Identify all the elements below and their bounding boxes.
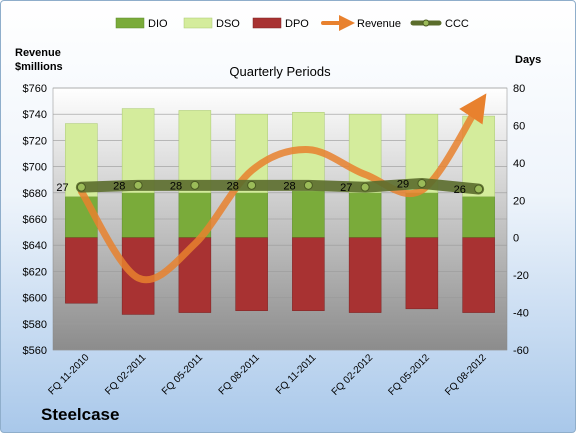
- x-axis-category-label: FQ 11-2011: [274, 352, 319, 397]
- right-axis-tick-label: -60: [513, 345, 529, 357]
- bar-dio: [462, 196, 495, 238]
- bar-dpo: [235, 237, 268, 311]
- x-axis-category-label: FQ 02-2011: [103, 352, 148, 397]
- ccc-point: [303, 180, 313, 190]
- bar-dio: [405, 192, 439, 238]
- right-axis-tick-label: -40: [513, 308, 529, 320]
- legend-label-dio: DIO: [148, 18, 168, 30]
- ccc-point: [76, 182, 86, 192]
- legend-label-dso: DSO: [216, 18, 240, 30]
- x-axis-category-label: FQ 05-2012: [386, 352, 432, 398]
- bar-dso: [178, 110, 212, 194]
- left-axis-label-line2: $millions: [15, 61, 63, 73]
- bar-dpo: [405, 237, 439, 310]
- bar-dio: [235, 192, 268, 238]
- bar-dio: [348, 192, 382, 238]
- ccc-point: [474, 184, 484, 194]
- company-name: Steelcase: [41, 405, 120, 424]
- legend-swatch-dpo: [252, 17, 282, 29]
- ccc-data-label: 26: [454, 184, 466, 196]
- legend-label-revenue: Revenue: [357, 18, 401, 30]
- ccc-point: [133, 180, 143, 190]
- x-axis-category-label: FQ 11-2010: [47, 352, 92, 397]
- ccc-data-label: 28: [170, 180, 182, 192]
- left-axis-tick-label: $660: [23, 214, 47, 226]
- bar-dio: [292, 190, 325, 238]
- revenue-line: [77, 93, 487, 284]
- x-axis-category-label: FQ 05-2011: [160, 352, 205, 397]
- x-axis-category-label: FQ 08-2012: [443, 352, 489, 398]
- legend-swatch-dio: [115, 17, 145, 29]
- legend: DIO DSO DPO Revenue CCC: [115, 15, 469, 31]
- chart-title: Quarterly Periods: [229, 64, 331, 79]
- ccc-data-label: 28: [283, 180, 295, 192]
- bar-dpo: [462, 237, 495, 313]
- legend-label-ccc: CCC: [445, 18, 469, 30]
- ccc-point: [190, 180, 200, 190]
- right-axis-tick-label: 60: [513, 120, 525, 132]
- ccc-point: [417, 178, 427, 188]
- ccc-data-label: 27: [340, 182, 352, 194]
- right-axis-tick-label: 20: [513, 195, 525, 207]
- right-axis-label: Days: [515, 54, 541, 66]
- ccc-data-label: 27: [56, 182, 68, 194]
- right-axis-tick-label: -20: [513, 270, 529, 282]
- bar-dpo: [348, 237, 382, 313]
- right-axis-tick-label: 0: [513, 233, 519, 245]
- left-axis-tick-label: $640: [23, 240, 47, 252]
- left-axis-tick-label: $620: [23, 266, 47, 278]
- right-axis-tick-label: 40: [513, 158, 525, 170]
- right-axis-tick-label: 80: [513, 83, 525, 95]
- left-axis-tick-label: $560: [23, 345, 47, 357]
- legend-marker-ccc: [422, 19, 430, 27]
- bar-dpo: [178, 237, 212, 313]
- ccc-line: [75, 177, 485, 195]
- ccc-point: [247, 180, 257, 190]
- left-axis-tick-label: $600: [23, 293, 47, 305]
- left-axis-tick-label: $760: [23, 83, 47, 95]
- x-axis-category-label: FQ 08-2011: [217, 352, 262, 397]
- ccc-data-label: 28: [227, 180, 239, 192]
- left-axis-tick-label: $680: [23, 188, 47, 200]
- legend-swatch-dso: [183, 17, 213, 29]
- left-axis-label-line1: Revenue: [15, 47, 61, 59]
- bar-dso: [121, 108, 155, 194]
- left-axis-tick-label: $740: [23, 109, 47, 121]
- ccc-point: [360, 182, 370, 192]
- bar-dpo: [292, 237, 325, 311]
- bar-dio: [121, 192, 155, 238]
- legend-label-dpo: DPO: [285, 18, 309, 30]
- ccc-data-label: 29: [397, 178, 409, 190]
- bar-dpo: [65, 237, 98, 304]
- left-axis-tick-label: $580: [23, 319, 47, 331]
- left-axis-tick-label: $700: [23, 162, 47, 174]
- ccc-data-label: 28: [113, 180, 125, 192]
- x-axis-category-label: FQ 02-2012: [330, 352, 376, 398]
- left-axis-tick-label: $720: [23, 135, 47, 147]
